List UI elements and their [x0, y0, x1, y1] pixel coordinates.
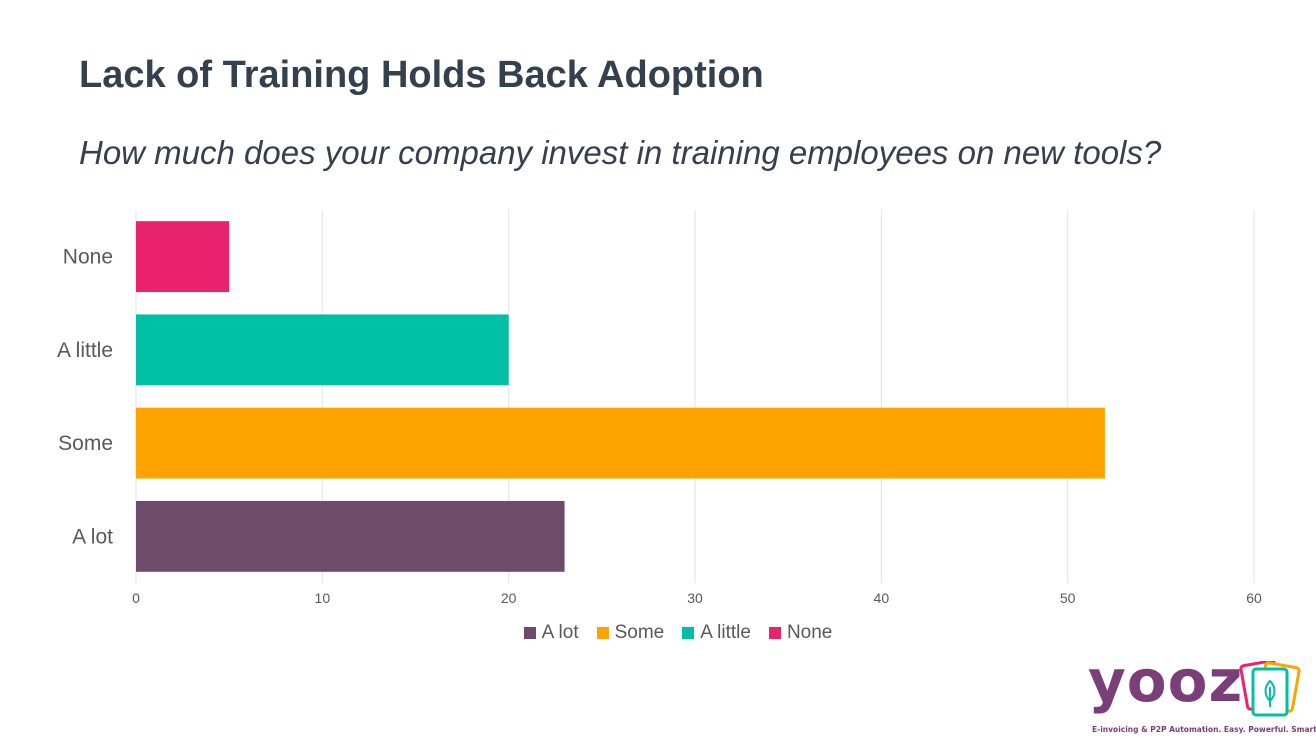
category-labels: A lot Some A little None — [57, 246, 113, 549]
legend-swatch — [523, 627, 536, 639]
legend-label: None — [786, 622, 833, 643]
category-label: None — [63, 246, 113, 269]
category-label: A lot — [72, 525, 113, 548]
legend-item: None — [768, 622, 833, 644]
legend-label: A lot — [541, 622, 579, 643]
x-axis-tick-labels: 0 10 20 30 40 50 60 — [132, 590, 1262, 606]
bar-a-lot — [136, 500, 565, 572]
legend-label: Some — [614, 622, 665, 643]
logo-cards-icon — [1239, 661, 1301, 717]
yooz-logo: yooz E-invoicing & P2P Automation. Easy.… — [1088, 647, 1316, 735]
x-tick-label: 60 — [1246, 590, 1262, 606]
bar-chart: A lot Some A little None 0 10 20 30 40 50 60 — [57, 210, 1262, 606]
x-tick-label: 20 — [501, 590, 517, 606]
bar-a-little — [136, 314, 509, 386]
x-tick-label: 10 — [315, 590, 331, 606]
x-tick-label: 0 — [132, 590, 140, 606]
logo-tagline: E-invoicing & P2P Automation. Easy. Powe… — [1092, 725, 1316, 734]
legend-item: Some — [596, 622, 665, 644]
legend-swatch — [768, 627, 781, 639]
category-label: Some — [58, 432, 113, 455]
legend-item: A lot — [523, 622, 579, 644]
legend-label: A little — [700, 622, 751, 643]
x-tick-label: 50 — [1060, 590, 1076, 606]
bar-none — [136, 221, 230, 293]
chart-legend: A lot Some A little None — [0, 622, 1316, 644]
x-tick-label: 30 — [687, 590, 703, 606]
legend-item: A little — [682, 622, 751, 644]
legend-swatch — [682, 627, 695, 639]
slide-title: Lack of Training Holds Back Adoption — [79, 54, 764, 96]
bars — [136, 221, 1105, 572]
logo-wordmark: yooz — [1088, 647, 1244, 715]
bar-some — [136, 407, 1105, 479]
category-label: A little — [57, 339, 113, 362]
slide-subtitle: How much does your company invest in tra… — [79, 134, 1162, 171]
x-tick-label: 40 — [874, 590, 890, 606]
legend-swatch — [596, 627, 609, 639]
